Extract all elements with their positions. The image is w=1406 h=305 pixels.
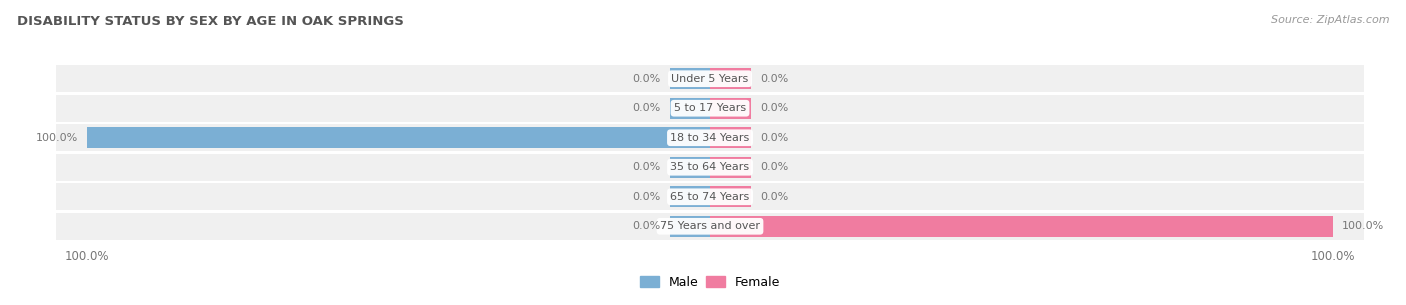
Text: 0.0%: 0.0%	[631, 192, 661, 202]
Bar	[710, 98, 751, 119]
Bar	[710, 186, 751, 207]
Text: 100.0%: 100.0%	[35, 133, 77, 143]
Bar	[87, 127, 710, 148]
Bar	[56, 213, 1364, 239]
Bar	[669, 68, 710, 89]
Bar	[56, 124, 1364, 151]
Text: 35 to 64 Years: 35 to 64 Years	[671, 162, 749, 172]
Text: 0.0%: 0.0%	[631, 74, 661, 84]
Text: 0.0%: 0.0%	[631, 103, 661, 113]
Bar	[56, 95, 1364, 121]
Text: 0.0%: 0.0%	[759, 74, 789, 84]
Text: Source: ZipAtlas.com: Source: ZipAtlas.com	[1271, 15, 1389, 25]
Bar	[669, 98, 710, 119]
Text: 75 Years and over: 75 Years and over	[659, 221, 761, 231]
Bar	[56, 154, 1364, 181]
Text: 65 to 74 Years: 65 to 74 Years	[671, 192, 749, 202]
Bar	[669, 216, 710, 237]
Bar	[710, 127, 751, 148]
Text: 18 to 34 Years: 18 to 34 Years	[671, 133, 749, 143]
Legend: Male, Female: Male, Female	[640, 276, 780, 289]
Bar	[710, 216, 1333, 237]
Text: 0.0%: 0.0%	[759, 192, 789, 202]
Bar	[56, 66, 1364, 92]
Bar	[669, 157, 710, 178]
Text: 0.0%: 0.0%	[759, 133, 789, 143]
Text: DISABILITY STATUS BY SEX BY AGE IN OAK SPRINGS: DISABILITY STATUS BY SEX BY AGE IN OAK S…	[17, 15, 404, 28]
Text: Under 5 Years: Under 5 Years	[672, 74, 748, 84]
Bar	[710, 157, 751, 178]
Text: 0.0%: 0.0%	[631, 162, 661, 172]
Bar	[710, 68, 751, 89]
Text: 0.0%: 0.0%	[631, 221, 661, 231]
Bar	[56, 184, 1364, 210]
Text: 0.0%: 0.0%	[759, 103, 789, 113]
Text: 100.0%: 100.0%	[1343, 221, 1385, 231]
Bar	[669, 186, 710, 207]
Text: 0.0%: 0.0%	[759, 162, 789, 172]
Text: 5 to 17 Years: 5 to 17 Years	[673, 103, 747, 113]
